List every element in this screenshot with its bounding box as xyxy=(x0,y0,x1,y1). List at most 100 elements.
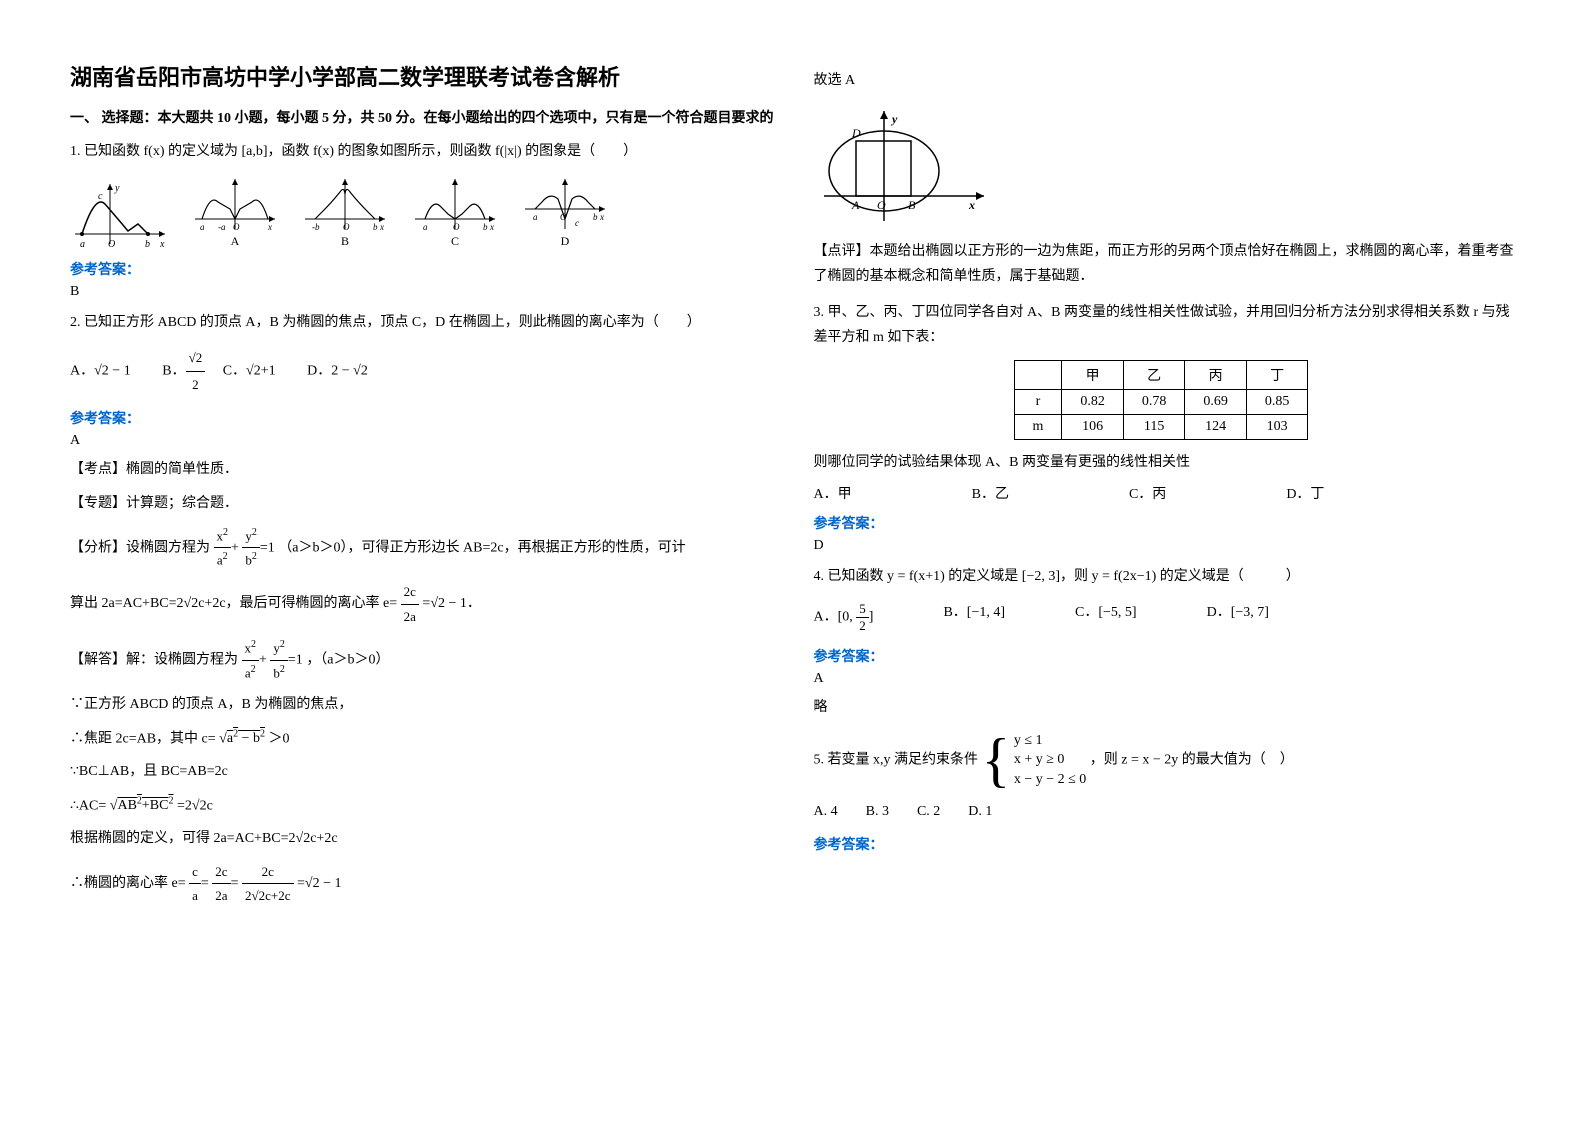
q3-question: 则哪位同学的试验结果体现 A、B 两变量有更强的线性相关性 xyxy=(814,450,1518,475)
q1-label-c: C xyxy=(410,234,500,249)
q2-line2: ∴焦距 2c=AB，其中 c= √a2 − b2 ＞0 xyxy=(70,726,774,752)
cell xyxy=(1014,360,1062,389)
svg-text:b: b xyxy=(593,212,598,222)
section-heading: 一、 选择题：本大题共 10 小题，每小题 5 分，共 50 分。在每小题给出的… xyxy=(70,107,774,127)
q1-label-a: A xyxy=(190,234,280,249)
cell: 乙 xyxy=(1123,360,1185,389)
q2-opt-a: √2 − 1 xyxy=(94,364,131,379)
q3-opt-a: A．甲 xyxy=(814,483,852,503)
q1-label-b: B xyxy=(300,234,390,249)
q4-opt-a: A．[0, 52] xyxy=(814,601,874,634)
q2-line5: 根据椭圆的定义，可得 2a=AC+BC=2√2c+2c xyxy=(70,826,774,851)
svg-text:-a: -a xyxy=(218,222,226,232)
svg-text:x: x xyxy=(968,198,975,212)
q1-graph-a: a -a O x A xyxy=(190,174,280,249)
svg-text:A: A xyxy=(851,198,860,212)
svg-text:a: a xyxy=(533,212,538,222)
cell: 0.82 xyxy=(1062,389,1124,414)
q2r-line1: 故选 A xyxy=(814,68,1518,93)
q3-table: 甲 乙 丙 丁 r 0.82 0.78 0.69 0.85 m 106 115 … xyxy=(1014,360,1309,440)
q3-options: A．甲 B．乙 C．丙 D．丁 xyxy=(814,483,1518,503)
q3-opt-c: C．丙 xyxy=(1129,483,1166,503)
q1-graphs: a O b x y c a -a O x A xyxy=(70,174,774,249)
svg-text:c: c xyxy=(98,191,103,202)
q1-text: 1. 已知函数 f(x) 的定义域为 [a,b]，函数 f(x) 的图象如图所示… xyxy=(70,139,774,164)
svg-text:c: c xyxy=(575,218,579,228)
q2-answer-label: 参考答案： xyxy=(70,408,774,428)
svg-text:O: O xyxy=(560,212,567,222)
q2-fenxi-3: 算出 2a=AC+BC=2√2c+2c，最后可得椭圆的离心率 e= 2c2a =… xyxy=(70,580,774,628)
q5-text2: ，则 z = x − 2y 的最大值为（ ） xyxy=(1090,752,1294,767)
q4-text: 4. 已知函数 y = f(x+1) 的定义域是 [−2, 3]，则 y = f… xyxy=(814,564,1518,589)
q4-opt-b-val: [−1, 4] xyxy=(967,605,1005,620)
page-title: 湖南省岳阳市高坊中学小学部高二数学理联考试卷含解析 xyxy=(70,60,774,92)
q5-sys1: y ≤ 1 xyxy=(1014,731,1086,751)
q2-fenxi-3b: =√2 − 1． xyxy=(422,596,480,611)
cell: r xyxy=(1014,389,1062,414)
svg-text:-b: -b xyxy=(312,222,320,232)
cell: 0.78 xyxy=(1123,389,1185,414)
q2-jieda-1: 【解答】解：设椭圆方程为 xyxy=(70,652,238,667)
svg-text:x: x xyxy=(379,222,384,232)
q1-graph-b: -b O b x B xyxy=(300,174,390,249)
cell: 115 xyxy=(1123,414,1185,439)
q3-opt-b: B．乙 xyxy=(972,483,1009,503)
q4-opt-b: B．[−1, 4] xyxy=(943,601,1005,634)
q3-text: 3. 甲、乙、丙、丁四位同学各自对 A、B 两变量的线性相关性做试验，并用回归分… xyxy=(814,300,1518,350)
svg-text:y: y xyxy=(890,112,898,126)
svg-text:y: y xyxy=(114,183,120,194)
right-column: 故选 A A O B D y x 【点评】本题给出椭圆以正方形的一边为焦距，而正… xyxy=(794,60,1538,1062)
q2-line6b: =√2 − 1 xyxy=(297,876,341,891)
q1-label-d: D xyxy=(520,234,610,249)
q2-line1: ∵正方形 ABCD 的顶点 A，B 为椭圆的焦点， xyxy=(70,692,774,717)
svg-text:O: O xyxy=(343,222,350,232)
q4-answer-label: 参考答案： xyxy=(814,646,1518,666)
q3-answer: D xyxy=(814,538,1518,554)
svg-text:B: B xyxy=(908,198,916,212)
q2-jieda-2: ，（a＞b＞0） xyxy=(306,652,389,667)
q4-opt-c-val: [−5, 5] xyxy=(1098,605,1136,620)
q2-line6a: ∴椭圆的离心率 e= xyxy=(70,876,186,891)
svg-text:O: O xyxy=(453,222,460,232)
q5-answer-label: 参考答案： xyxy=(814,834,1518,854)
q2-kaodian: 【考点】椭圆的简单性质． xyxy=(70,457,774,482)
svg-text:x: x xyxy=(489,222,494,232)
q2-fenxi: 【分析】设椭圆方程为 x2a2+ y2b2=1 （a＞b＞0），可得正方形边长 … xyxy=(70,524,774,572)
q4-opt-d: D．[−3, 7] xyxy=(1207,601,1269,634)
q2-fenxi-1: 【分析】设椭圆方程为 xyxy=(70,540,210,555)
svg-text:x: x xyxy=(159,239,165,249)
svg-text:a: a xyxy=(423,222,428,232)
cell: 103 xyxy=(1246,414,1308,439)
svg-text:a: a xyxy=(200,222,205,232)
cell: 甲 xyxy=(1062,360,1124,389)
svg-text:a: a xyxy=(80,239,85,249)
svg-text:x: x xyxy=(599,212,604,222)
q5-text: 5. 若变量 x,y 满足约束条件 { y ≤ 1 x + y ≥ 0 x − … xyxy=(814,731,1518,790)
q2-zhuanti: 【专题】计算题；综合题． xyxy=(70,491,774,516)
cell: 124 xyxy=(1185,414,1247,439)
q4-note: 略 xyxy=(814,695,1518,720)
q2-line4a: ∴AC= xyxy=(70,798,106,813)
q2-answer: A xyxy=(70,433,774,449)
q2-line4: ∴AC= √AB2+BC2 =2√2c xyxy=(70,793,774,819)
q1-answer: B xyxy=(70,284,774,300)
svg-text:b: b xyxy=(483,222,488,232)
ellipse-figure: A O B D y x xyxy=(814,101,994,231)
q3-opt-d: D．丁 xyxy=(1286,483,1324,503)
cell: m xyxy=(1014,414,1062,439)
q2-line4b: =2√2c xyxy=(177,798,213,813)
q1-graph-stem: a O b x y c xyxy=(70,179,170,249)
svg-text:b: b xyxy=(145,239,150,249)
svg-text:x: x xyxy=(267,222,272,232)
q4-answer: A xyxy=(814,671,1518,687)
q1-graph-c: a O b x C xyxy=(410,174,500,249)
q2-line3: ∵BC⊥AB，且 BC=AB=2c xyxy=(70,759,774,784)
svg-text:O: O xyxy=(877,198,886,212)
svg-text:O: O xyxy=(233,222,240,232)
left-column: 湖南省岳阳市高坊中学小学部高二数学理联考试卷含解析 一、 选择题：本大题共 10… xyxy=(50,60,794,1062)
q5-sys3: x − y − 2 ≤ 0 xyxy=(1014,770,1086,790)
q5-options: A. 4 B. 3 C. 2 D. 1 xyxy=(814,799,1518,824)
q2-text: 2. 已知正方形 ABCD 的顶点 A，B 为椭圆的焦点，顶点 C，D 在椭圆上… xyxy=(70,310,774,335)
cell: 丁 xyxy=(1246,360,1308,389)
q2-line2b: ＞0 xyxy=(268,731,289,746)
